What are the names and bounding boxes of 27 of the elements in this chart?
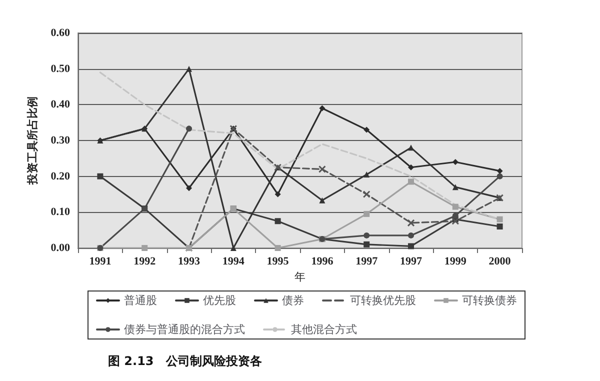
y-tick-label: 0.10 (50, 206, 70, 218)
y-tick-label: 0.00 (50, 242, 70, 254)
x-tick-label: 1995 (266, 256, 290, 268)
legend-label: 可转换优先股 (350, 294, 416, 307)
x-tick-label: 2000 (488, 256, 512, 268)
x-tick-label: 1992 (134, 256, 156, 268)
x-tick-label: 1993 (178, 256, 200, 268)
x-tick-label: 1999 (444, 256, 467, 268)
legend-label: 优先股 (203, 294, 236, 307)
y-tick-label: 0.60 (50, 27, 70, 39)
legend-label: 其他混合方式 (291, 323, 357, 336)
y-axis-title: 投资工具所占比例 (26, 96, 39, 186)
x-tick-label: 1991 (89, 256, 112, 268)
x-axis-title: 年 (294, 272, 306, 284)
legend-label: 可转换债券 (462, 294, 517, 307)
x-tick-label: 1996 (311, 256, 334, 268)
x-tick-label: 1997 (356, 256, 378, 268)
y-tick-label: 0.50 (50, 62, 70, 75)
x-tick-label: 1997 (400, 256, 422, 268)
legend-label: 普通股 (124, 294, 157, 307)
caption: 图 2.13 公司制风险投资各 (108, 354, 262, 368)
legend-label: 债券与普通股的混合方式 (124, 323, 245, 336)
y-tick-label: 0.30 (50, 134, 70, 146)
y-tick-label: 0.20 (50, 170, 70, 182)
legend-label: 债券 (282, 294, 304, 307)
y-tick-label: 0.40 (50, 98, 70, 111)
x-tick-label: 1994 (222, 256, 245, 268)
